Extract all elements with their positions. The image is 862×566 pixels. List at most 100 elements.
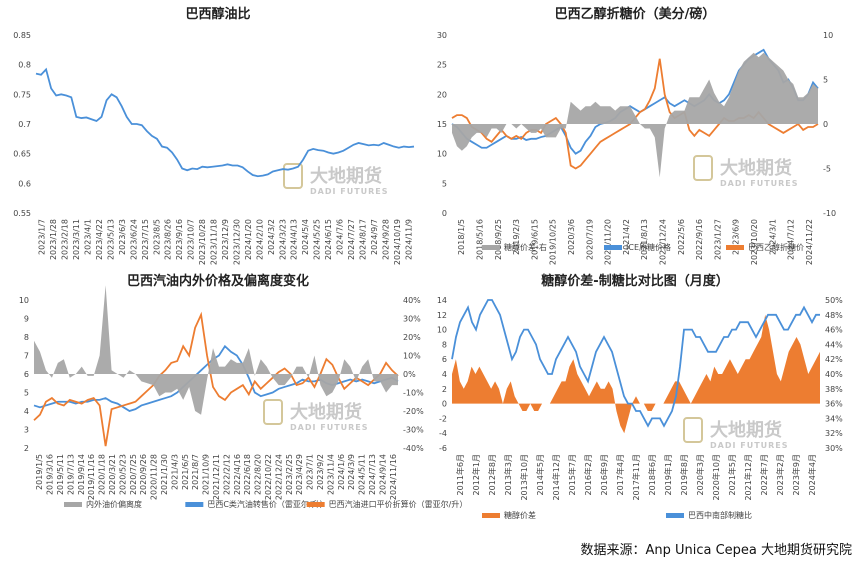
legend-label: 巴西汽油进口平价折算价（雷亚尔/升） xyxy=(329,499,468,509)
y-tick-label: 2 xyxy=(442,385,447,394)
x-tick-label: 2023/2/18 xyxy=(61,219,70,260)
x-tick-label: 2024/7/6 xyxy=(336,219,345,255)
legend-label: ICE原糖价格 xyxy=(626,242,671,252)
x-tick-label: 2024/10/19 xyxy=(393,219,402,265)
x-tick-label: 2024年4月 xyxy=(807,454,817,495)
x-tick-label: 2024/2/10 xyxy=(255,219,264,260)
y2-tick-label: -10% xyxy=(403,389,424,398)
y-tick-label: 8 xyxy=(442,340,447,349)
y2-tick-label: -10 xyxy=(823,209,836,218)
legend-label: 糖醇价差 xyxy=(504,510,536,520)
x-tick-label: 2024/7/27 xyxy=(347,219,356,260)
x-tick-label: 2022/10/22 xyxy=(264,454,273,500)
x-tick-label: 2023/12/9 xyxy=(221,219,230,260)
x-tick-label: 2019/7/13 xyxy=(66,454,75,495)
x-tick-label: 2024/8/17 xyxy=(358,219,367,260)
x-tick-label: 2020/11/20 xyxy=(604,219,613,265)
legend: 糖醇价差 巴西中南部制糖比 xyxy=(482,510,752,520)
x-tick-label: 2021年12月 xyxy=(743,454,753,501)
watermark-en: DADI FUTURES xyxy=(710,441,789,450)
x-tick-label: 2012年8月 xyxy=(487,454,497,495)
y-tick-label: 0.6 xyxy=(18,179,31,188)
y-tick-label: 0.7 xyxy=(18,120,31,129)
x-tick-label: 2017年11月 xyxy=(631,454,641,501)
x-tick-label: 2024/4/13 xyxy=(290,219,299,260)
y2-tick-label: -20% xyxy=(403,407,424,416)
y-tick-label: 10 xyxy=(437,150,447,159)
y2-tick-label: 48% xyxy=(825,311,843,320)
series-line xyxy=(35,67,415,178)
x-tick-label: 2023/4/29 xyxy=(295,454,304,495)
y-tick-label: 5 xyxy=(442,179,447,188)
x-tick-label: 2019/9/14 xyxy=(77,454,86,495)
x-tick-label: 2024/1/6 xyxy=(337,454,346,490)
y-tick-label: 10 xyxy=(437,326,447,335)
x-tick-label: 2024/3/9 xyxy=(347,454,356,490)
y-tick-label: 0.75 xyxy=(13,90,31,99)
x-tick-label: 2011年6月 xyxy=(455,454,465,495)
y-tick-label: -2 xyxy=(439,414,447,423)
x-tick-label: 2021/1/30 xyxy=(160,454,169,495)
x-tick-label: 2023/2/25 xyxy=(285,454,294,495)
legend-swatch xyxy=(185,502,204,507)
x-tick-label: 2020/11/28 xyxy=(150,454,159,500)
watermark-cn: 大地期货 xyxy=(290,401,362,423)
logo-icon xyxy=(683,417,703,443)
y-tick-label: 0 xyxy=(442,209,447,218)
x-tick-label: 2024/9/7 xyxy=(370,219,379,255)
y2-tick-label: 20% xyxy=(403,333,421,342)
y2-tick-label: 42% xyxy=(825,355,843,364)
y-tick-label: 6 xyxy=(442,355,447,364)
y2-tick-label: 32% xyxy=(825,429,843,438)
legend-swatch xyxy=(726,245,744,250)
x-tick-label: 2023/10/7 xyxy=(187,219,196,260)
legend-swatch xyxy=(64,502,82,507)
x-tick-label: 2023/5/13 xyxy=(106,219,115,260)
x-tick-label: 2020/7/19 xyxy=(585,219,594,260)
y-tick-label: 0.55 xyxy=(13,209,31,218)
legend-label: 糖醇价差-右 xyxy=(504,242,547,252)
watermark-en: DADI FUTURES xyxy=(290,423,369,432)
x-tick-label: 2021/4/2 xyxy=(622,219,631,255)
y-tick-label: 4 xyxy=(24,407,29,416)
x-tick-label: 2020/1/18 xyxy=(98,454,107,495)
legend-swatch xyxy=(306,502,325,507)
x-tick-label: 2023/1/28 xyxy=(49,219,58,260)
x-tick-label: 2015年7月 xyxy=(567,454,577,495)
x-tick-label: 2024/5/4 xyxy=(301,219,310,255)
x-tick-label: 2022/2/12 xyxy=(222,454,231,495)
y-tick-label: 5 xyxy=(24,389,29,398)
x-tick-label: 2022/4/16 xyxy=(233,454,242,495)
watermark-cn: 大地期货 xyxy=(310,165,382,187)
x-tick-label: 2023/1/7 xyxy=(38,219,47,255)
y2-tick-label: 0 xyxy=(823,120,828,129)
x-tick-label: 2024/5/25 xyxy=(313,219,322,260)
y2-tick-label: 40% xyxy=(403,296,421,305)
watermark-cn: 大地期货 xyxy=(710,419,782,441)
source-note: 数据来源：Anp Unica Cepea 大地期货研究院 xyxy=(580,543,852,558)
logo-icon xyxy=(693,155,713,181)
y-tick-label: 0.85 xyxy=(13,31,31,40)
x-tick-label: 2020/3/21 xyxy=(108,454,117,495)
y-tick-label: 14 xyxy=(437,296,447,305)
x-tick-label: 2021/10/9 xyxy=(202,454,211,495)
x-tick-label: 2022/5/6 xyxy=(677,219,686,255)
y-tick-label: 4 xyxy=(442,370,447,379)
x-tick-label: 2023/4/22 xyxy=(95,219,104,260)
legend-label: 内外油价偏离度 xyxy=(86,499,142,509)
x-tick-label: 2023/11/18 xyxy=(210,219,219,265)
series-area xyxy=(452,314,820,434)
legend-swatch xyxy=(666,513,684,518)
y2-tick-label: -30% xyxy=(403,426,424,435)
x-tick-label: 2021/8/7 xyxy=(191,454,200,490)
x-tick-label: 2022/8/20 xyxy=(254,454,263,495)
y-tick-label: 15 xyxy=(437,120,447,129)
